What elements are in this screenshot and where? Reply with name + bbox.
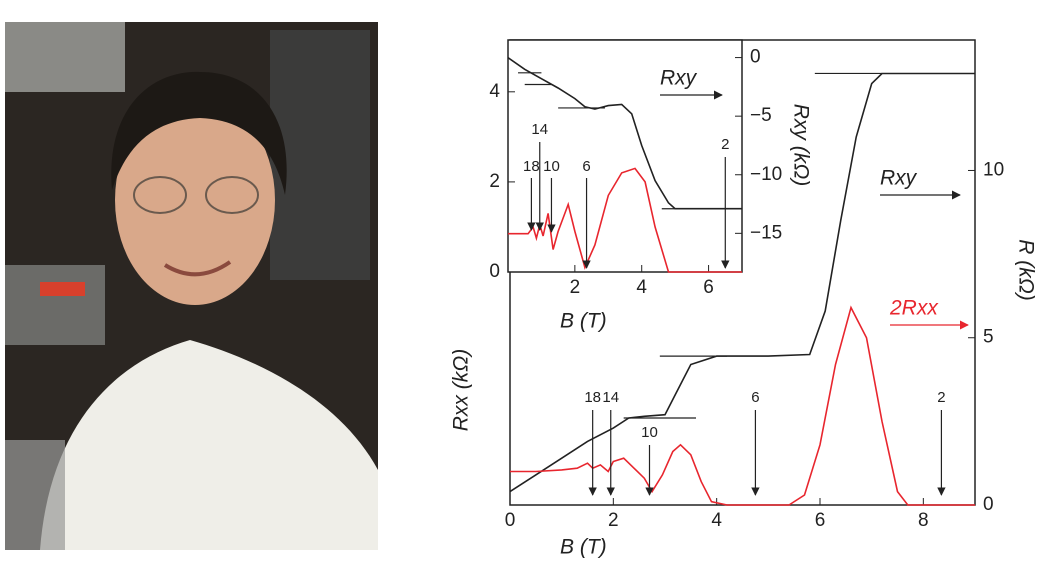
annotation: 2 bbox=[721, 136, 729, 153]
annotation: 6 bbox=[751, 389, 759, 406]
y-tick-label: 4 bbox=[489, 81, 500, 102]
y-axis-label: Rxx (kΩ) bbox=[450, 349, 473, 431]
series-line bbox=[508, 167, 742, 273]
y2-axis-label: R (kΩ) bbox=[1014, 239, 1037, 300]
x-tick-label: 8 bbox=[918, 510, 929, 531]
y-tick-label: 0 bbox=[489, 261, 500, 282]
y2-tick-label: 5 bbox=[983, 327, 994, 348]
series-line bbox=[510, 305, 975, 506]
y2-axis-label: Rxy (kΩ) bbox=[789, 104, 812, 186]
x-axis-label: B (T) bbox=[560, 536, 607, 559]
x-tick-label: 2 bbox=[608, 510, 619, 531]
annotation: 14 bbox=[602, 389, 619, 406]
annotation: 14 bbox=[531, 121, 548, 138]
x-tick-label: 6 bbox=[815, 510, 826, 531]
annotation: 10 bbox=[641, 424, 658, 441]
x-tick-label: 0 bbox=[505, 510, 516, 531]
y2-tick-label: 10 bbox=[983, 159, 1004, 180]
x-tick-label: 6 bbox=[703, 277, 714, 298]
y2-tick-label: −5 bbox=[750, 105, 772, 126]
y2-tick-label: −10 bbox=[750, 164, 782, 185]
y2-tick-label: 0 bbox=[750, 47, 761, 68]
plot-frame bbox=[507, 39, 743, 273]
x-axis-label: B (T) bbox=[560, 310, 607, 333]
annotation: 2 bbox=[937, 389, 945, 406]
series-line bbox=[509, 72, 975, 493]
series-label: Rxy bbox=[880, 167, 918, 190]
series-line bbox=[507, 56, 742, 210]
x-tick-label: 4 bbox=[711, 510, 722, 531]
chart: 2 4 6 0 2 4 0 −5 −10 −15 Rxy 18 14 10 6 2 B (T) Rxy (kΩ) bbox=[489, 39, 812, 333]
series-label: 2Rxx bbox=[889, 297, 939, 320]
annotation: 6 bbox=[582, 158, 590, 175]
y2-tick-label: −15 bbox=[750, 222, 782, 243]
x-tick-label: 4 bbox=[636, 277, 647, 298]
annotation: 18 bbox=[523, 158, 540, 175]
photo bbox=[5, 22, 378, 550]
annotation: 10 bbox=[543, 158, 560, 175]
y2-tick-label: 0 bbox=[983, 494, 994, 515]
y-tick-label: 2 bbox=[489, 171, 500, 192]
series-label: Rxy bbox=[660, 67, 698, 90]
x-tick-label: 2 bbox=[570, 277, 581, 298]
annotation: 18 bbox=[584, 389, 601, 406]
